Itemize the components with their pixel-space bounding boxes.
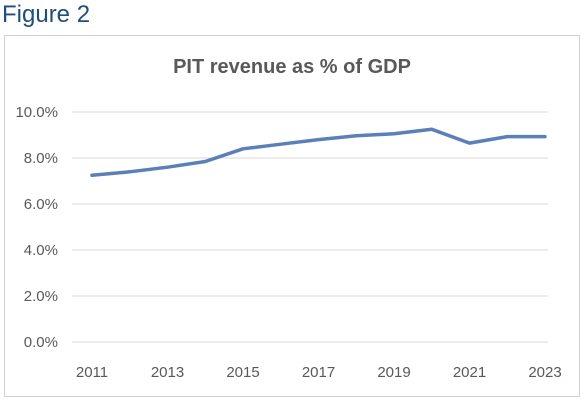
chart-title: PIT revenue as % of GDP — [173, 56, 411, 78]
y-tick-label: 10.0% — [15, 104, 58, 121]
x-tick-label: 2015 — [226, 364, 259, 381]
x-tick-label: 2021 — [453, 364, 486, 381]
x-tick-label: 2019 — [377, 364, 410, 381]
y-tick-label: 8.0% — [24, 150, 58, 167]
figure-label: Figure 2 — [2, 1, 91, 28]
chart-container: PIT revenue as % of GDP — [4, 35, 580, 397]
y-tick-label: 6.0% — [24, 196, 58, 213]
y-tick-label: 4.0% — [24, 242, 58, 259]
series-line — [90, 127, 547, 178]
y-tick-label: 0.0% — [24, 334, 58, 351]
x-tick-label: 2017 — [302, 364, 335, 381]
x-tick-label: 2013 — [151, 364, 184, 381]
x-tick-label: 2011 — [76, 364, 108, 381]
y-tick-label: 2.0% — [24, 288, 58, 305]
x-tick-label: 2023 — [528, 364, 561, 381]
